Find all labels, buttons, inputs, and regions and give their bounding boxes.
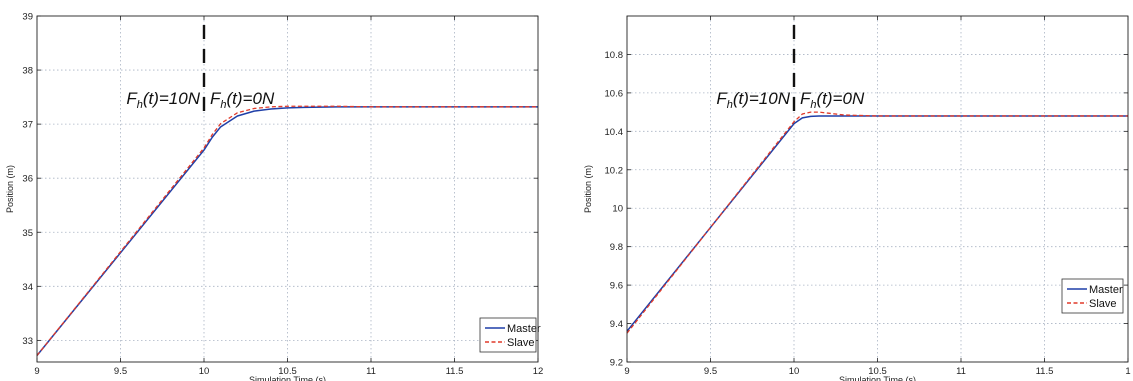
y-tick-label: 9.8 [610,242,623,253]
y-tick-label: 39 [22,12,33,23]
annotation-sub: h [220,99,226,111]
x-tick-label: 10.5 [278,366,297,377]
y-tick-label: 38 [22,66,33,77]
y-tick-label: 9.4 [610,319,623,330]
annotation-main: F [210,89,222,108]
annotation-sub: h [137,99,143,111]
plot-frame [36,15,539,363]
y-tick-label: 33 [22,336,33,347]
chart-right: 9 9.5 10 10.5 11 11.5 1 9.2 9.4 9.6 9.8 10 10.2 10.4 1… [583,15,1131,381]
y-tick-label: 9.2 [610,358,623,369]
y-tick-label: 10.6 [605,88,624,99]
y-tick-label: 10 [612,204,623,215]
x-tick-label: 12 [533,366,544,377]
legend-label-master: Master [1089,284,1123,296]
x-tick-label: 11 [366,366,376,377]
x-tick-label: 10.5 [868,366,887,377]
x-tick-label: 11.5 [446,366,464,377]
y-tick-label: 10.8 [605,50,624,61]
y-axis-label: Position (m) [5,165,15,213]
y-axis-label: Position (m) [583,165,593,213]
series-line-slave [36,105,538,356]
y-tick-label: 35 [22,228,33,239]
legend-label-master: Master [507,323,541,335]
x-tick-label: 9.5 [114,366,127,377]
force-annotation: Fh(t)=10N [126,89,200,111]
x-tick-label: 10 [789,366,800,377]
x-tick-label: 11.5 [1036,366,1054,377]
annotation-rest: (t)=10N [143,89,201,108]
x-tick-label: 9.5 [704,366,717,377]
y-tick-label: 37 [22,120,33,131]
legend-box [479,317,537,353]
y-tick-label: 10.2 [605,165,624,176]
annotation-rest: (t)=10N [733,89,791,108]
chart-left: 9 9.5 10 10.5 11 11.5 12 33 34 35 36 37 38 39 Simulati… [5,12,544,381]
x-tick-label: 11 [956,366,966,377]
annotation-main: F [800,89,812,108]
force-annotation: Fh(t)=0N [210,89,275,111]
annotation-rest: (t)=0N [817,89,865,108]
x-axis-label: Simulation Time (s) [249,375,326,381]
annotation-main: F [126,89,138,108]
y-tick-label: 34 [22,282,33,293]
y-tick-label: 36 [22,174,33,185]
legend-label-slave: Slave [507,337,535,349]
x-tick-label: 1 [1125,366,1130,377]
annotation-sub: h [810,99,816,111]
plot-frame [626,15,1129,363]
x-tick-label: 9 [624,366,629,377]
y-tick-label: 9.6 [610,281,623,292]
annotation-sub: h [727,99,733,111]
legend-label-slave: Slave [1089,298,1117,310]
x-tick-label: 10 [199,366,210,377]
y-tick-label: 10.4 [605,127,624,138]
legend-box [1061,278,1124,314]
force-annotation: Fh(t)=10N [716,89,790,111]
annotation-rest: (t)=0N [227,89,275,108]
x-tick-label: 9 [34,366,39,377]
annotation-main: F [716,89,728,108]
x-axis-label: Simulation Time (s) [839,375,916,381]
force-annotation: Fh(t)=0N [800,89,865,111]
series-line-slave [626,111,1128,334]
